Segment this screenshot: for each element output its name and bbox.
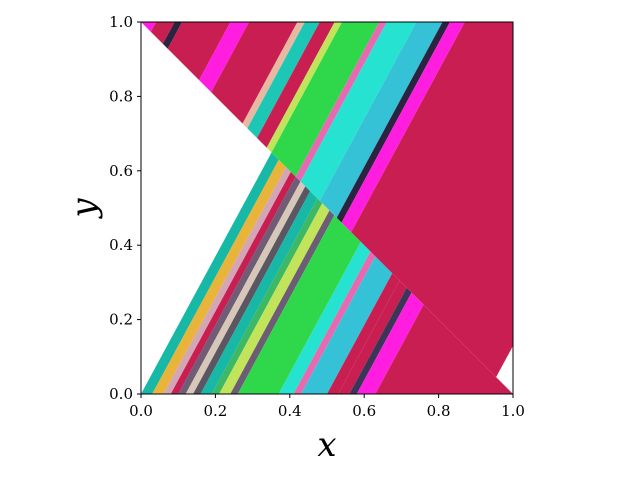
x-axis-ticks: 0.0 0.2 0.4 0.6 0.8 1.0 xyxy=(129,394,525,420)
y-tick-label: 0.6 xyxy=(109,162,133,180)
y-tick-label: 0.2 xyxy=(109,311,133,329)
y-tick-label: 0.4 xyxy=(109,236,133,254)
y-tick-label: 1.0 xyxy=(109,13,133,31)
x-tick-label: 0.2 xyxy=(203,402,227,420)
y-axis-label: y xyxy=(64,198,104,220)
x-tick-label: 0.4 xyxy=(278,402,302,420)
y-tick-label: 0.0 xyxy=(109,385,133,403)
x-tick-label: 0.0 xyxy=(129,402,153,420)
x-tick-label: 1.0 xyxy=(501,402,525,420)
x-axis-label: x xyxy=(317,425,336,465)
y-tick-label: 0.8 xyxy=(109,87,133,105)
x-tick-label: 0.8 xyxy=(427,402,451,420)
x-tick-label: 0.6 xyxy=(352,402,376,420)
plot-frame xyxy=(140,21,514,395)
y-axis-ticks: 0.0 0.2 0.4 0.6 0.8 1.0 xyxy=(109,13,141,403)
